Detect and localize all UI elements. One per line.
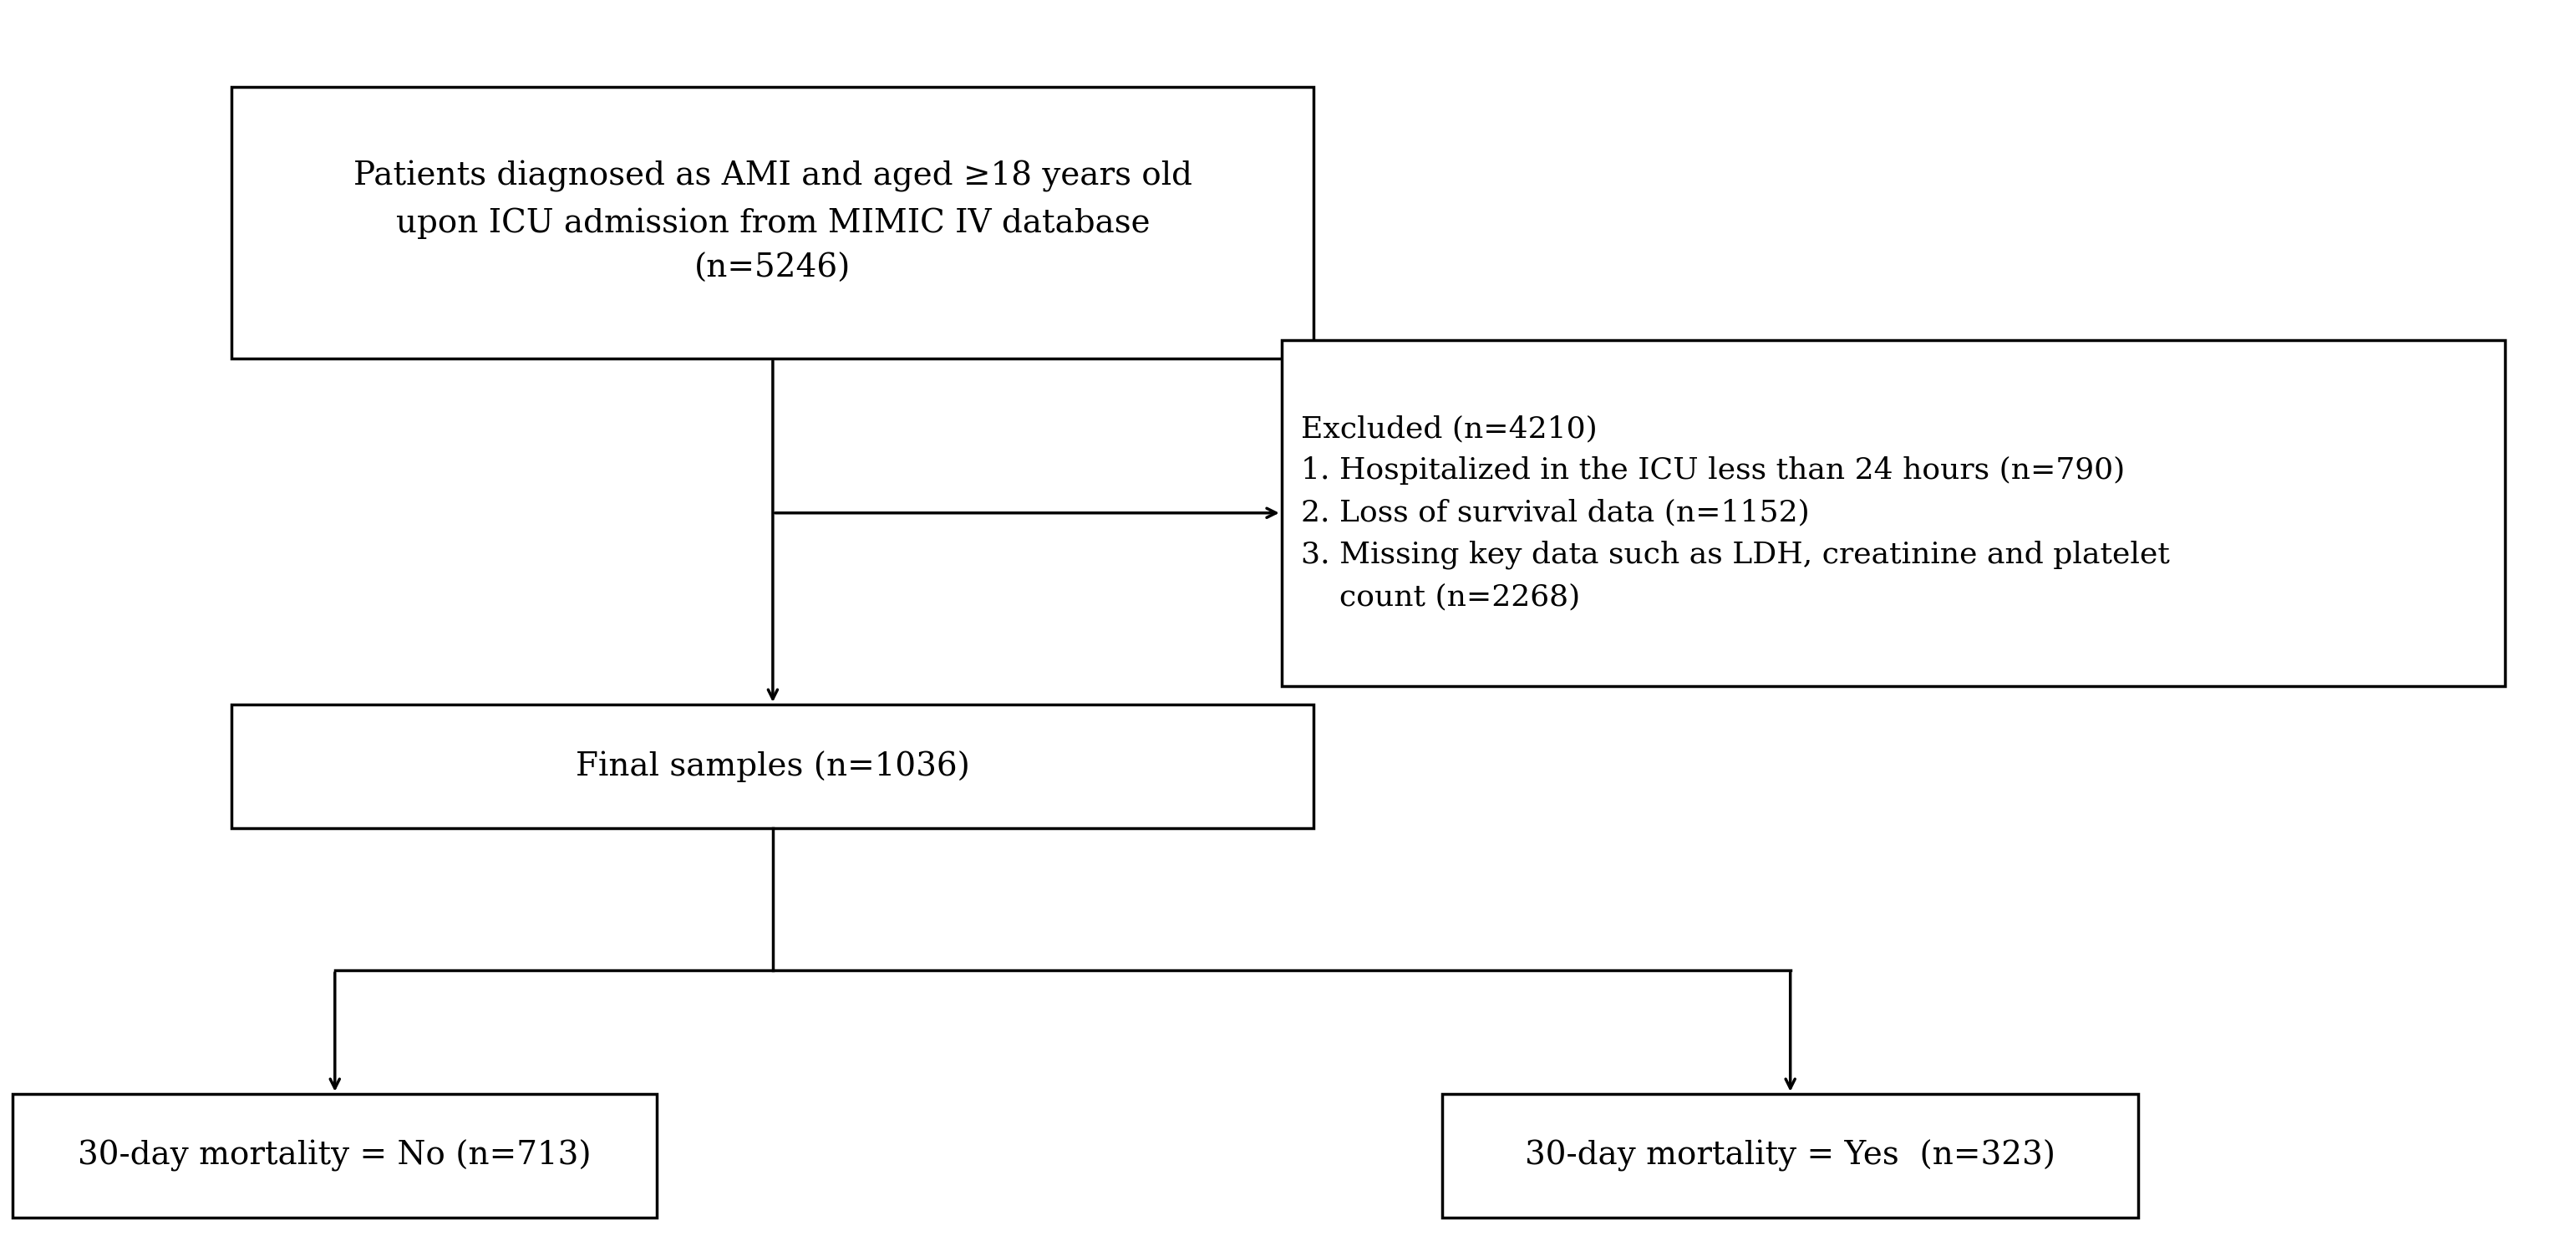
FancyBboxPatch shape [1283, 340, 2504, 686]
Text: Patients diagnosed as AMI and aged ≥18 years old
upon ICU admission from MIMIC I: Patients diagnosed as AMI and aged ≥18 y… [353, 161, 1193, 284]
Text: Final samples (n=1036): Final samples (n=1036) [574, 750, 971, 782]
FancyBboxPatch shape [232, 705, 1314, 828]
Text: 30-day mortality = Yes  (n=323): 30-day mortality = Yes (n=323) [1525, 1140, 2056, 1172]
FancyBboxPatch shape [232, 87, 1314, 358]
Text: Excluded (n=4210)
1. Hospitalized in the ICU less than 24 hours (n=790)
2. Loss : Excluded (n=4210) 1. Hospitalized in the… [1301, 414, 2169, 612]
Text: 30-day mortality = No (n=713): 30-day mortality = No (n=713) [77, 1140, 592, 1172]
FancyBboxPatch shape [1443, 1094, 2138, 1217]
FancyBboxPatch shape [13, 1094, 657, 1217]
